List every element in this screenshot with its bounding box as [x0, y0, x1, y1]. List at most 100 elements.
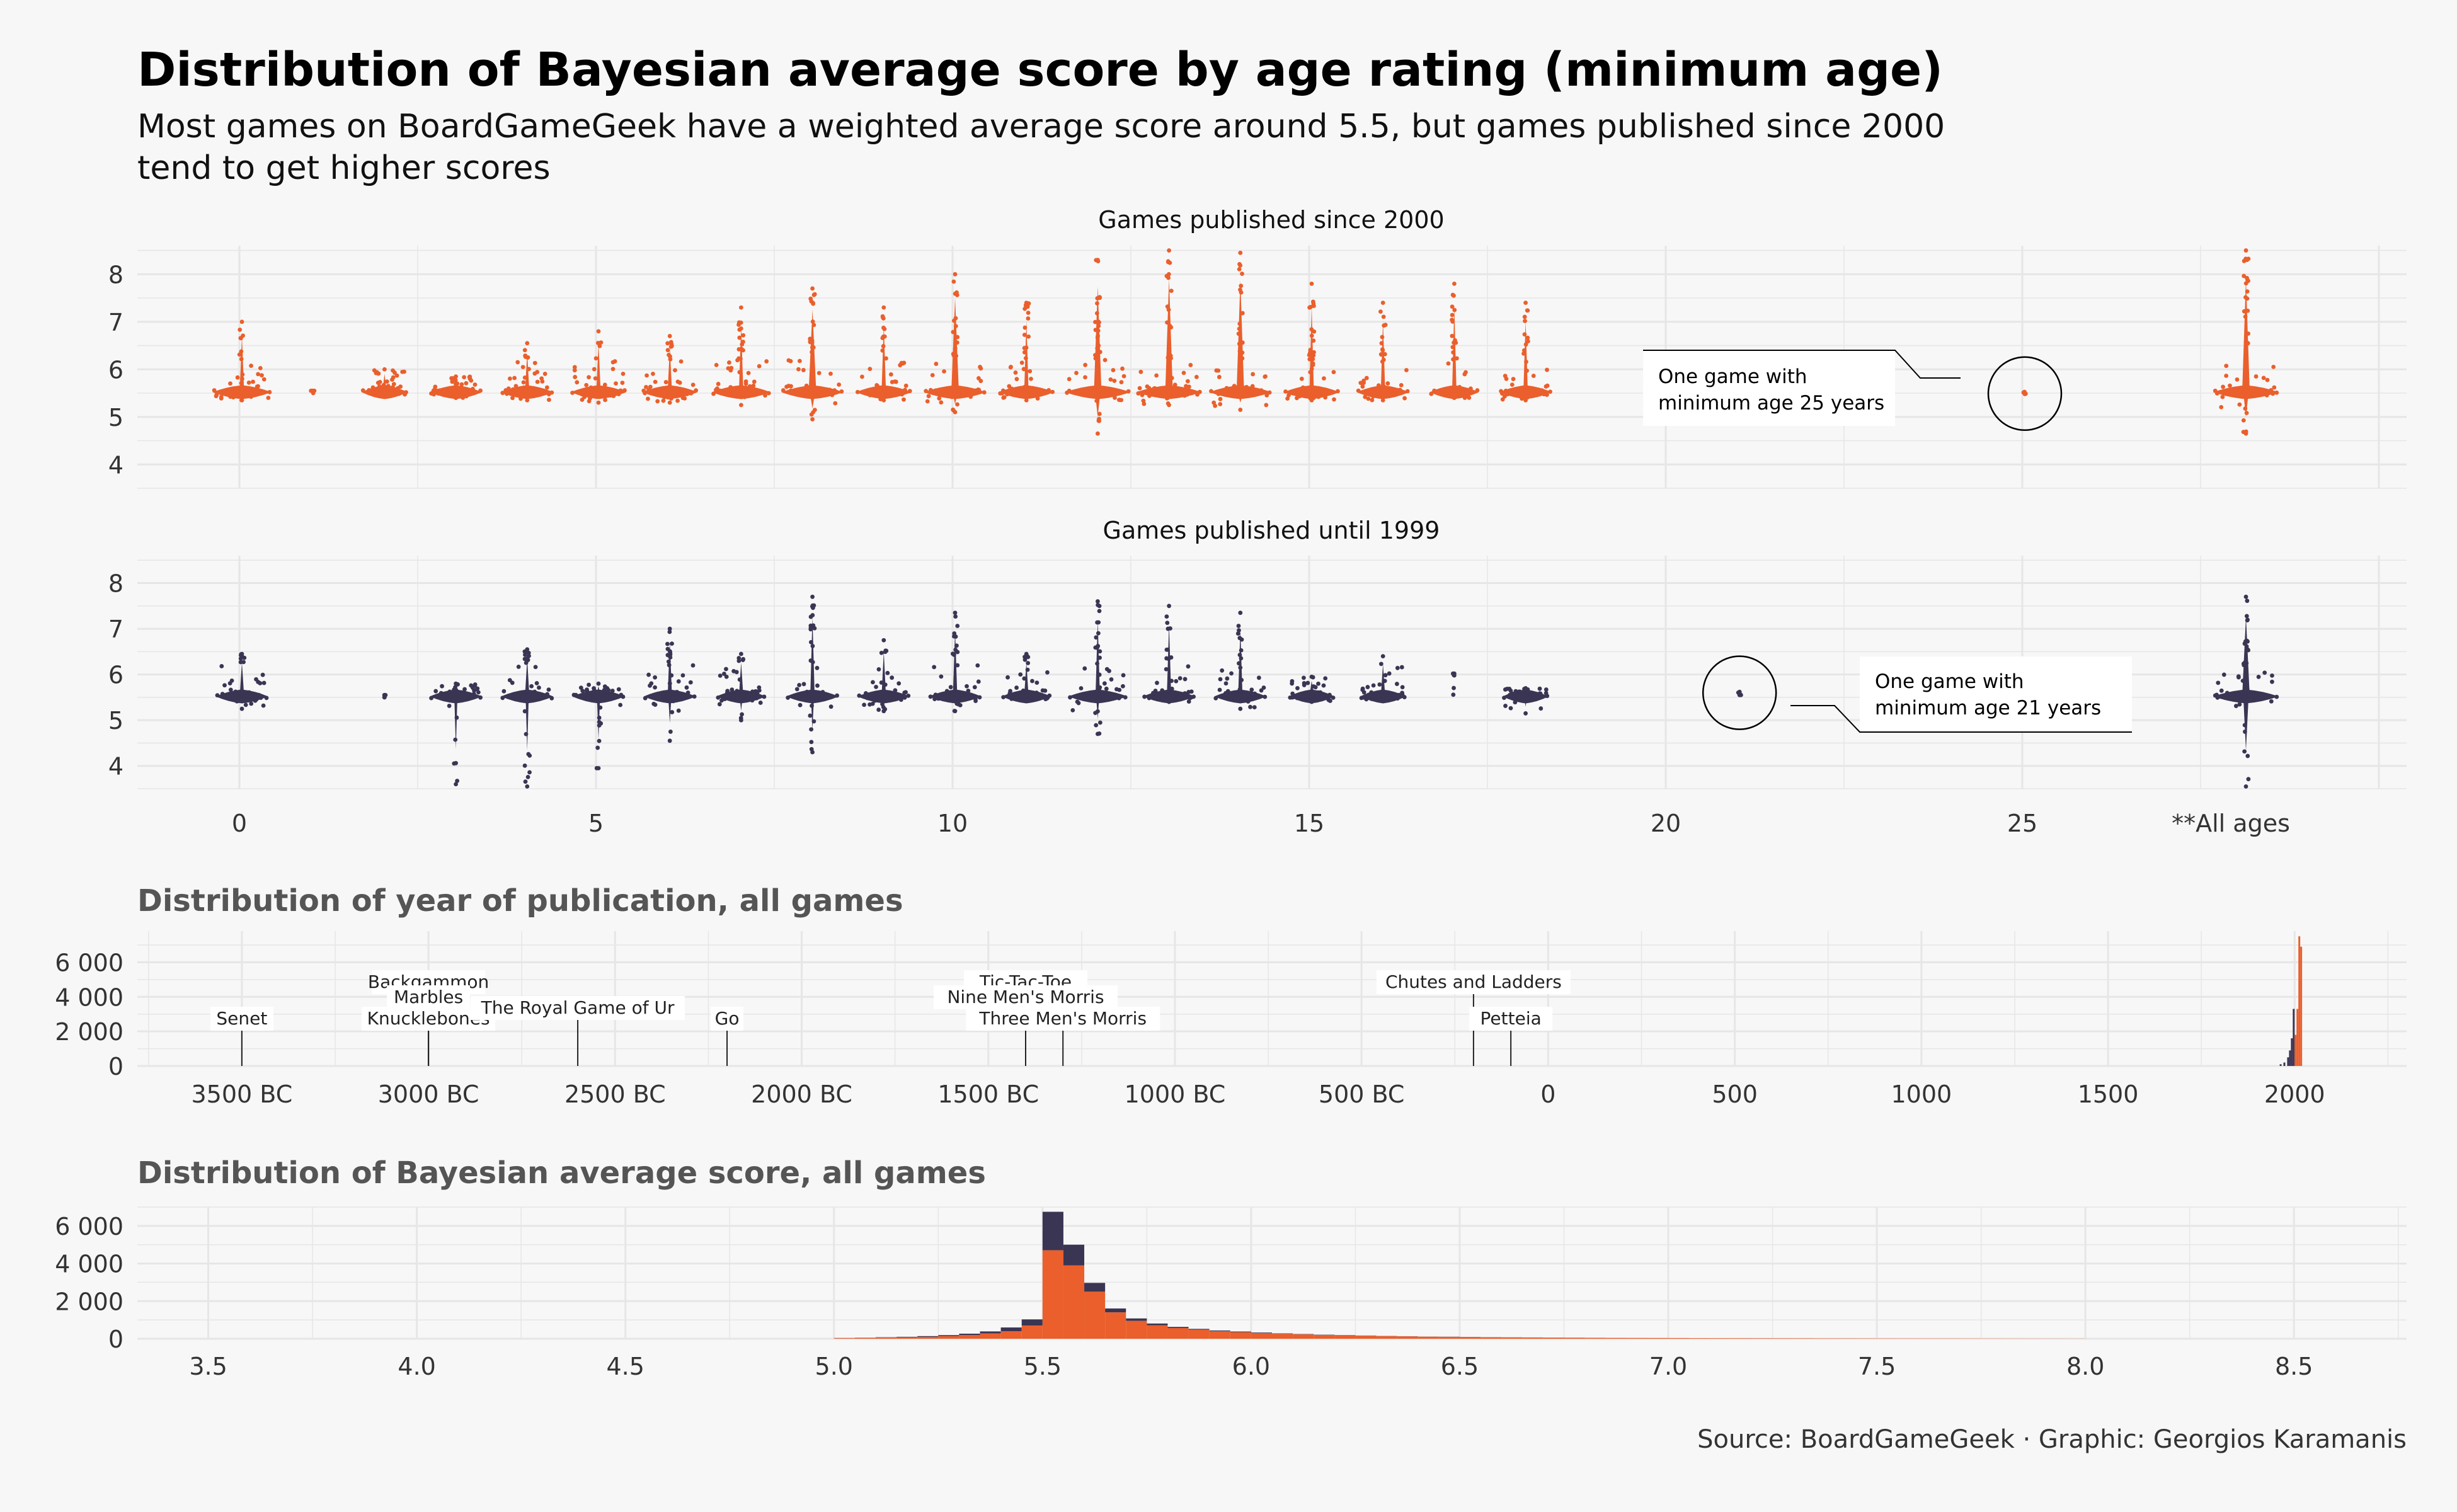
data-point	[478, 388, 483, 393]
data-point	[739, 692, 743, 697]
data-point	[1452, 392, 1457, 396]
bar	[2296, 1009, 2299, 1066]
swarm-spine	[951, 297, 959, 392]
bar	[1063, 1265, 1085, 1339]
data-point	[1463, 393, 1468, 398]
y-tick-label: 0	[108, 1326, 123, 1353]
swarm-group	[1288, 674, 1336, 704]
data-point	[855, 389, 860, 394]
data-point	[1316, 681, 1320, 686]
data-point	[1104, 686, 1109, 691]
data-point	[429, 391, 433, 396]
data-point	[1523, 695, 1528, 700]
data-point	[1156, 391, 1161, 395]
data-point	[714, 362, 719, 367]
data-point	[1358, 381, 1363, 386]
data-point	[2245, 308, 2250, 313]
data-point	[238, 656, 243, 661]
x-tick-label: 6.5	[1441, 1353, 1479, 1380]
data-point	[1150, 694, 1155, 699]
data-point	[871, 680, 875, 685]
data-point	[240, 372, 245, 377]
data-point	[1108, 377, 1113, 382]
data-point	[525, 341, 530, 346]
data-point	[1364, 697, 1369, 702]
data-point	[801, 682, 806, 687]
data-point	[662, 395, 667, 399]
data-point	[667, 629, 672, 634]
data-point	[1095, 661, 1099, 666]
data-point	[260, 373, 264, 378]
data-point	[1172, 382, 1177, 387]
data-point	[239, 319, 244, 324]
data-point	[1050, 389, 1055, 394]
data-point	[1366, 692, 1371, 697]
data-point	[621, 371, 626, 376]
data-point	[1111, 391, 1116, 396]
data-point	[662, 697, 667, 702]
data-point	[718, 673, 723, 678]
data-point	[375, 381, 381, 386]
data-point	[1310, 361, 1315, 366]
data-point	[1197, 389, 1202, 394]
bar	[2287, 1057, 2289, 1066]
data-point	[360, 388, 365, 393]
data-point	[470, 694, 474, 699]
data-point	[1429, 391, 1434, 396]
data-point	[788, 358, 793, 364]
data-point	[1086, 695, 1091, 700]
data-point	[620, 381, 625, 386]
data-point	[533, 391, 538, 396]
bar	[1105, 1312, 1126, 1339]
data-point	[1388, 692, 1392, 697]
data-point	[816, 370, 822, 375]
game-annotation: Three Men's Morris	[966, 1007, 1160, 1066]
data-point	[393, 387, 398, 392]
data-point	[227, 697, 232, 701]
data-point	[1007, 384, 1012, 389]
data-point	[516, 665, 521, 669]
data-point	[450, 379, 455, 384]
data-point	[1385, 696, 1390, 701]
data-point	[675, 398, 680, 403]
data-point	[663, 380, 668, 384]
data-point	[951, 652, 956, 657]
data-point	[653, 702, 658, 707]
data-point	[1169, 655, 1174, 660]
data-point	[2219, 404, 2224, 410]
data-point	[1233, 695, 1238, 700]
data-point	[1301, 691, 1306, 696]
data-point	[1400, 685, 1405, 690]
data-point	[977, 695, 982, 700]
data-point	[925, 399, 930, 404]
data-point	[951, 279, 956, 284]
data-point	[650, 390, 655, 395]
data-point	[1380, 390, 1385, 394]
data-point	[976, 679, 981, 684]
data-point	[219, 394, 224, 399]
data-point	[890, 675, 895, 680]
data-point	[440, 684, 444, 689]
annotation-label-bg	[210, 1007, 273, 1031]
data-point	[1218, 389, 1223, 394]
data-point	[1097, 320, 1101, 325]
data-point	[1165, 304, 1170, 309]
data-point	[680, 673, 685, 678]
data-point	[1321, 683, 1326, 688]
data-point	[1520, 396, 1525, 401]
data-point	[1169, 375, 1174, 381]
data-point	[1152, 392, 1157, 397]
data-point	[1022, 333, 1027, 337]
data-point	[605, 391, 610, 396]
data-point	[1238, 390, 1243, 394]
data-point	[454, 715, 459, 720]
data-point	[1093, 328, 1098, 333]
data-point	[1102, 681, 1107, 686]
data-point	[808, 658, 813, 663]
data-point	[1007, 388, 1011, 393]
panel-title-score-distribution: Distribution of Bayesian average score, …	[137, 1155, 986, 1191]
data-point	[433, 689, 438, 694]
data-point	[1167, 699, 1171, 704]
bar	[1772, 1338, 1794, 1339]
data-point	[643, 696, 648, 701]
